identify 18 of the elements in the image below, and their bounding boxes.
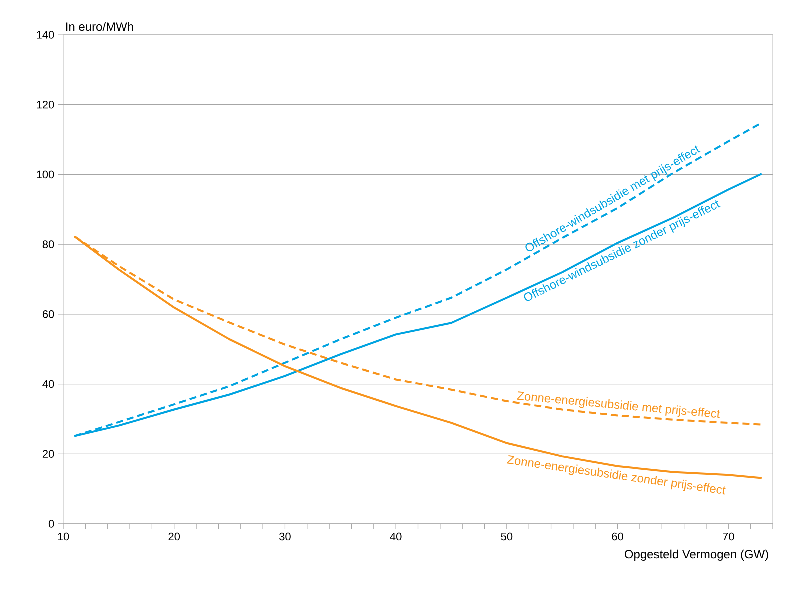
x-tick-label: 10	[58, 532, 70, 541]
x-tick-label: 70	[723, 532, 734, 541]
y-tick-label: 40	[42, 380, 54, 388]
x-tick-label: 60	[612, 532, 624, 541]
y-tick-label: 0	[48, 520, 54, 528]
y-axis-title: In euro/MWh	[66, 22, 134, 32]
y-tick-label: 80	[42, 240, 54, 248]
y-tick-label: 120	[37, 100, 54, 109]
x-tick-label: 30	[280, 532, 291, 541]
y-tick-label: 140	[37, 31, 54, 39]
y-tick-label: 20	[42, 450, 54, 458]
x-tick-label: 40	[390, 532, 402, 541]
text: Zonne-energiesubsidie met prijs-effect	[517, 392, 720, 418]
y-tick-label: 60	[42, 310, 54, 318]
x-tick-label: 20	[168, 532, 180, 541]
x-tick-label: 50	[501, 532, 513, 541]
y-tick-label: 100	[37, 170, 54, 179]
x-axis-title: Opgesteld Vermogen (GW)	[624, 550, 768, 562]
